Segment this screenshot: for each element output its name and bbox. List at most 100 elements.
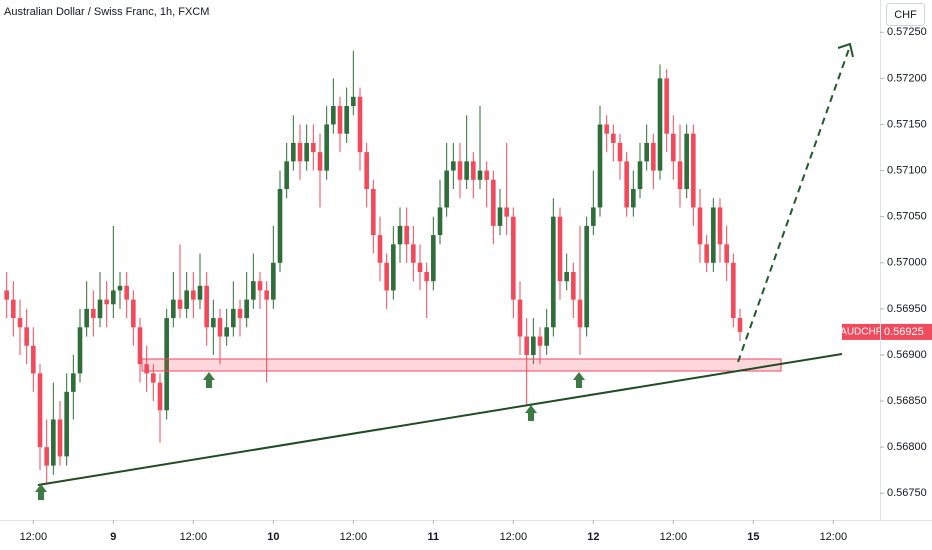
candle-body — [617, 142, 623, 162]
candle-body — [504, 207, 509, 217]
candle-body — [24, 327, 29, 346]
candle-body — [251, 281, 256, 300]
candle-body — [484, 170, 489, 180]
x-tick-label: 12:00 — [340, 531, 368, 543]
candle-body — [11, 299, 16, 319]
candles — [4, 50, 743, 485]
candle-body — [697, 207, 703, 245]
candle-body — [584, 225, 589, 328]
candle-body — [91, 308, 96, 319]
candle-body — [217, 318, 223, 337]
candle-body — [131, 299, 136, 328]
candle-body — [737, 318, 743, 332]
x-tick-label: 15 — [747, 531, 759, 543]
up-arrow — [573, 372, 585, 388]
candle-body — [377, 235, 383, 263]
candle-body — [191, 290, 196, 300]
candle-body — [331, 106, 336, 125]
candle-body — [44, 447, 49, 466]
candle-body — [244, 299, 249, 319]
candle-body — [357, 96, 363, 153]
candle-body — [664, 78, 669, 134]
candle-body — [517, 299, 523, 337]
candle-body — [397, 225, 403, 245]
candle-body — [551, 216, 556, 328]
up-arrow — [35, 484, 47, 500]
candle-body — [237, 308, 243, 319]
candle-body — [564, 271, 569, 282]
candle-body — [371, 189, 376, 236]
candle-body — [577, 299, 583, 328]
candle-body — [324, 124, 329, 171]
y-tick-label: 0.56850 — [887, 395, 927, 407]
candle-body — [197, 285, 203, 300]
candle-body — [317, 152, 323, 171]
y-tick-label: 0.57000 — [887, 257, 927, 269]
candle-body — [171, 299, 176, 319]
candle-body — [411, 244, 416, 263]
candle-body — [77, 327, 83, 374]
candle-body — [497, 207, 503, 226]
candle-body — [631, 189, 636, 208]
last-price-symbol-box — [842, 323, 880, 340]
candle-body — [104, 299, 109, 305]
x-tick-label: 12:00 — [660, 531, 688, 543]
candle-body — [691, 133, 696, 208]
candle-body — [64, 391, 69, 457]
candle-body — [437, 207, 443, 236]
candle-body — [491, 179, 496, 226]
candle-body — [684, 133, 689, 190]
currency-button[interactable] — [886, 3, 925, 26]
y-tick-label: 0.57050 — [887, 211, 927, 223]
currency-label[interactable]: CHF — [894, 9, 917, 21]
candle-body — [137, 327, 143, 365]
candle-body — [591, 207, 596, 226]
candle-body — [717, 207, 723, 245]
candle-body — [164, 318, 169, 411]
y-tick-label: 0.57200 — [887, 72, 927, 84]
candle-body — [224, 327, 229, 337]
candle-body — [204, 285, 209, 328]
chart-title: Australian Dollar / Swiss Franc, 1h, FXC… — [4, 6, 209, 18]
projection-arrow-head — [837, 42, 854, 58]
candle-body — [511, 216, 516, 300]
signal-arrows — [35, 372, 585, 500]
candle-body — [671, 133, 676, 162]
last-price-symbol: AUDCHF — [840, 327, 882, 338]
candle-body — [537, 336, 543, 346]
candle-body — [144, 364, 149, 374]
y-tick-label: 0.56950 — [887, 303, 927, 315]
candle-body — [731, 262, 736, 319]
candle-body — [297, 142, 303, 162]
candle-body — [57, 419, 63, 457]
candle-body — [291, 142, 296, 162]
x-tick-label: 12:00 — [180, 531, 208, 543]
candle-body — [264, 290, 269, 300]
y-tick-label: 0.57250 — [887, 26, 927, 38]
candle-body — [337, 106, 343, 134]
candle-body — [604, 124, 609, 134]
candle-body — [424, 271, 429, 282]
candle-body — [531, 336, 536, 355]
candle-body — [17, 318, 23, 328]
y-tick-label: 0.57150 — [887, 118, 927, 130]
candle-body — [657, 78, 663, 171]
trend-line — [37, 353, 843, 486]
up-arrow — [525, 405, 537, 421]
candle-body — [704, 244, 709, 263]
candle-body — [544, 327, 549, 346]
candle-body — [611, 133, 616, 143]
candle-body — [644, 142, 649, 162]
candle-body — [84, 308, 89, 328]
candle-body — [344, 106, 349, 134]
y-tick-label: 0.56800 — [887, 441, 927, 453]
candle-body — [364, 152, 369, 190]
candle-body — [117, 285, 123, 291]
x-tick-label: 12 — [587, 531, 599, 543]
x-tick-label: 9 — [110, 531, 116, 543]
candle-body — [124, 285, 129, 300]
candle-body — [457, 161, 463, 180]
candle-body — [444, 170, 449, 208]
